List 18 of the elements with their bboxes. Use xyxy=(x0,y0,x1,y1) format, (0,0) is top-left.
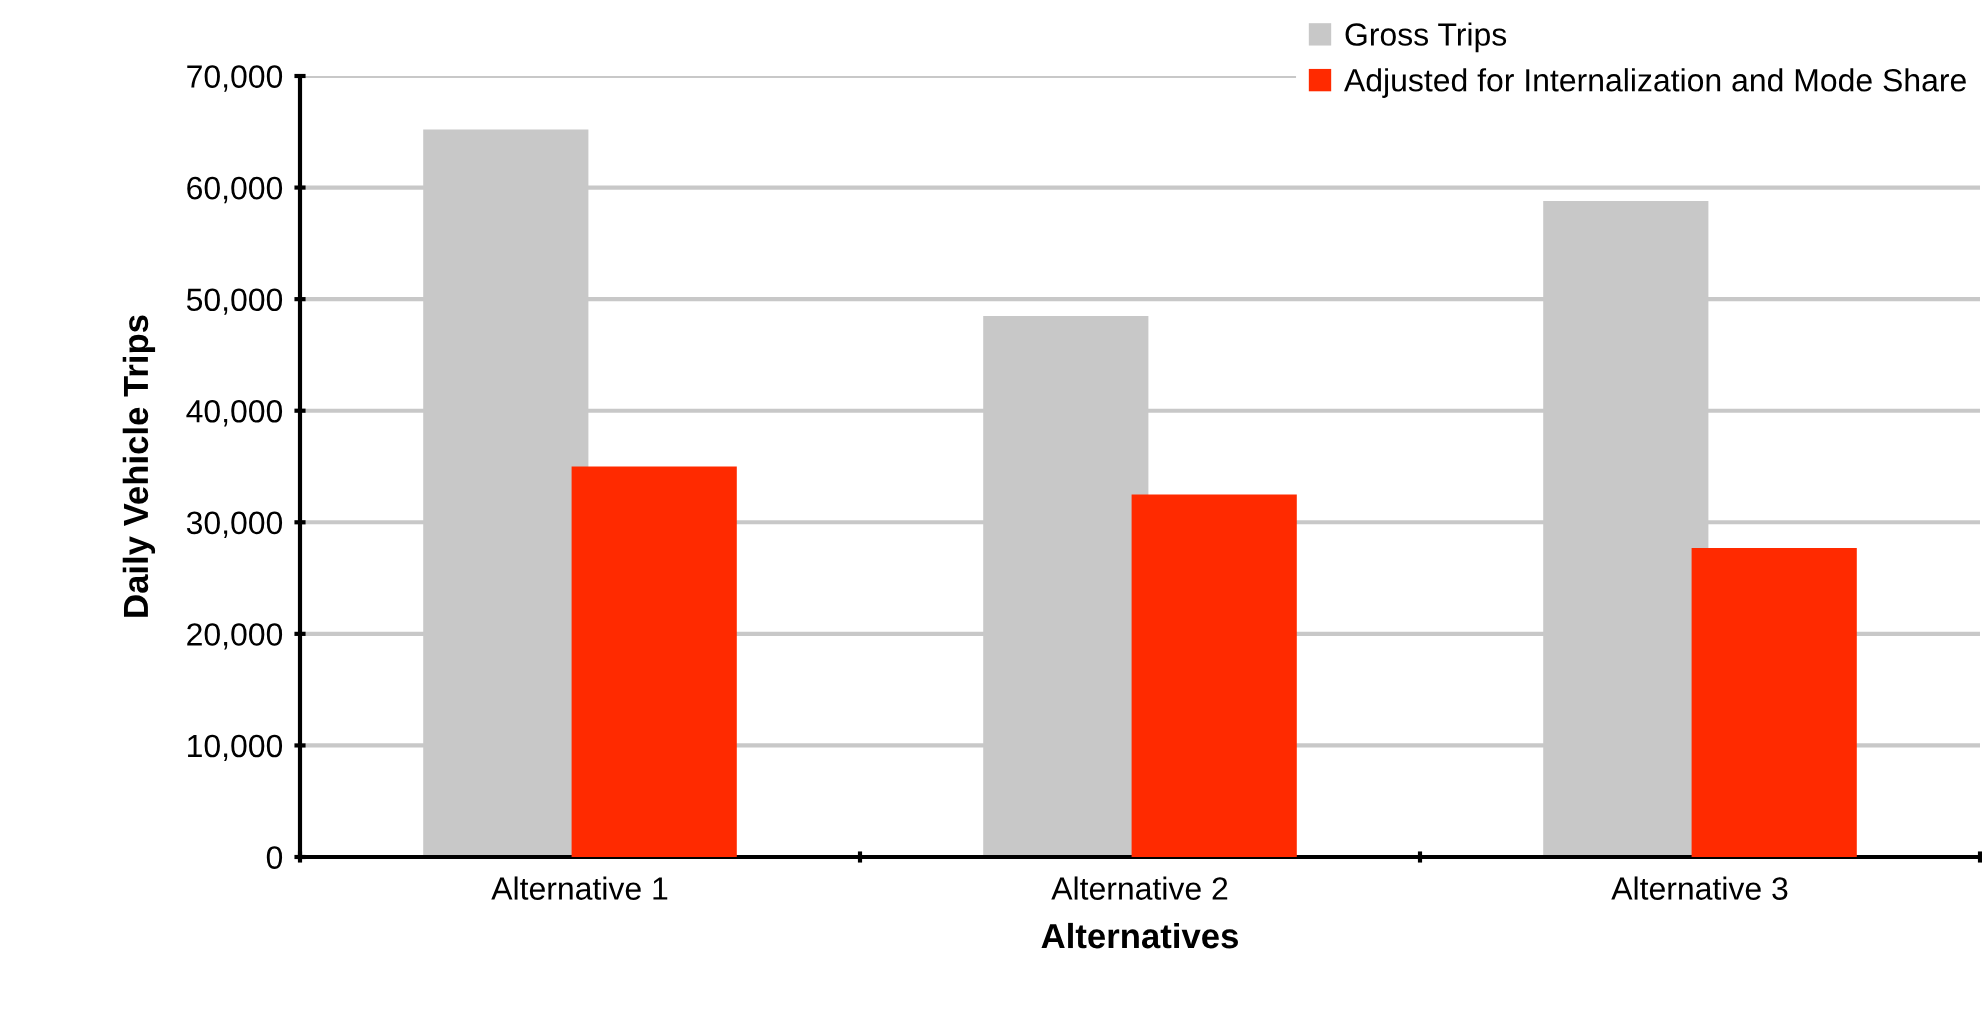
y-tick-label: 0 xyxy=(266,846,283,869)
x-tick-label: Alternative 3 xyxy=(1611,876,1788,900)
y-axis-title: Daily Vehicle Trips xyxy=(122,315,156,617)
bar xyxy=(1691,547,1857,857)
x-axis-title: Alternatives xyxy=(1041,922,1238,949)
y-tick-label: 40,000 xyxy=(186,399,283,427)
x-tick-label: Alternative 2 xyxy=(1051,876,1228,900)
legend-label: Gross Trips xyxy=(1345,22,1507,53)
y-tick-label: 70,000 xyxy=(187,65,283,92)
y-tick-label: 30,000 xyxy=(186,511,283,538)
legend-label: Adjusted for Internalization and Mode Share xyxy=(1344,68,1966,98)
y-tick-label: 50,000 xyxy=(186,288,283,315)
y-tick-label: 60,000 xyxy=(187,176,283,204)
y-tick-label: 10,000 xyxy=(188,734,283,762)
x-tick-label: Alternative 1 xyxy=(491,876,668,900)
bar xyxy=(1131,494,1297,857)
bar xyxy=(571,466,737,857)
y-tick-label: 20,000 xyxy=(187,623,283,650)
